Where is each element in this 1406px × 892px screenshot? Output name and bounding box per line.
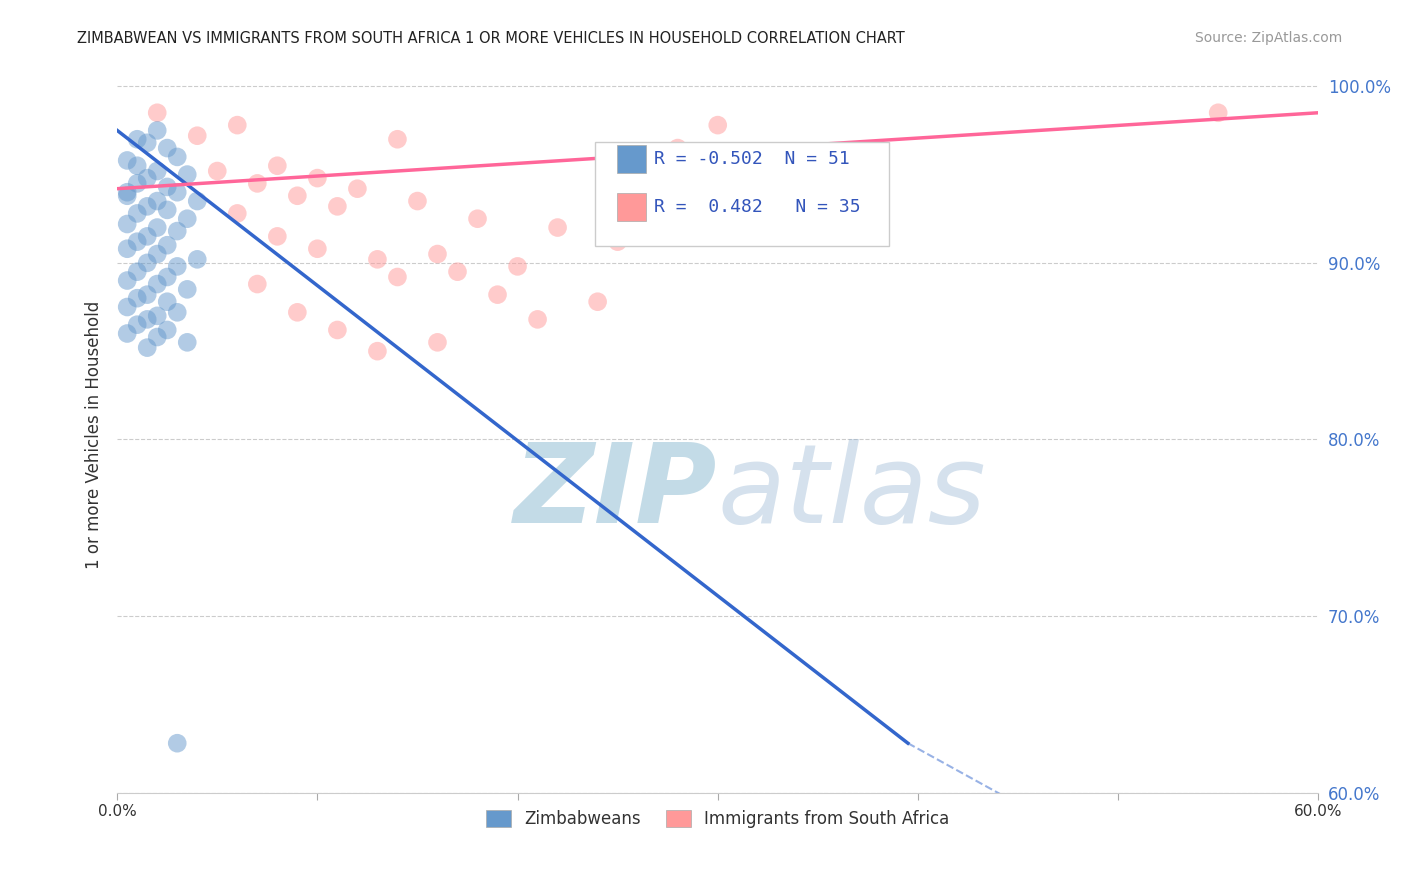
Point [176, 211, 198, 226]
Point [346, 182, 368, 196]
Point [136, 136, 159, 150]
Point [207, 164, 229, 178]
Point [115, 188, 138, 202]
Point [146, 330, 169, 344]
Text: R = -0.502  N = 51: R = -0.502 N = 51 [654, 150, 849, 168]
Point [146, 123, 169, 137]
Point [146, 220, 169, 235]
Point [387, 270, 409, 285]
Point [156, 238, 179, 252]
Point [166, 186, 188, 200]
Point [606, 235, 628, 249]
Point [136, 199, 159, 213]
Point [127, 318, 149, 332]
Point [127, 291, 149, 305]
Text: Source: ZipAtlas.com: Source: ZipAtlas.com [1195, 31, 1343, 45]
Point [136, 341, 159, 355]
Point [146, 105, 169, 120]
Point [156, 180, 179, 194]
Point [526, 312, 548, 326]
Point [226, 118, 249, 132]
Point [166, 305, 188, 319]
Text: R =  0.482   N = 35: R = 0.482 N = 35 [654, 198, 860, 216]
Point [186, 194, 208, 208]
Point [115, 300, 138, 314]
Point [266, 159, 288, 173]
Text: ZIP: ZIP [515, 439, 717, 546]
Point [506, 260, 529, 274]
Point [146, 194, 169, 208]
Point [146, 247, 169, 261]
Point [486, 287, 509, 301]
Point [387, 132, 409, 146]
Point [156, 323, 179, 337]
Point [136, 312, 159, 326]
Point [666, 141, 689, 155]
FancyBboxPatch shape [617, 193, 645, 221]
Point [706, 118, 728, 132]
Point [166, 260, 188, 274]
Point [156, 202, 179, 217]
Point [115, 242, 138, 256]
Point [285, 188, 308, 202]
Point [115, 326, 138, 341]
Point [146, 277, 169, 291]
Point [115, 273, 138, 287]
Point [127, 159, 149, 173]
Point [176, 282, 198, 296]
Point [136, 229, 159, 244]
Y-axis label: 1 or more Vehicles in Household: 1 or more Vehicles in Household [86, 301, 103, 569]
Point [307, 171, 329, 186]
Point [426, 247, 449, 261]
Point [115, 186, 138, 200]
Point [127, 206, 149, 220]
Point [156, 294, 179, 309]
Point [467, 211, 489, 226]
Point [366, 252, 388, 267]
Point [146, 164, 169, 178]
Point [326, 323, 349, 337]
Point [166, 736, 188, 750]
Point [246, 177, 269, 191]
Point [307, 242, 329, 256]
Text: atlas: atlas [717, 439, 987, 546]
Point [366, 344, 388, 359]
Point [285, 305, 308, 319]
Point [127, 235, 149, 249]
Point [226, 206, 249, 220]
Point [146, 309, 169, 323]
Point [136, 287, 159, 301]
Point [127, 132, 149, 146]
Point [156, 270, 179, 285]
Point [156, 141, 179, 155]
Point [136, 171, 159, 186]
Point [266, 229, 288, 244]
Point [166, 150, 188, 164]
Point [186, 128, 208, 143]
Text: ZIMBABWEAN VS IMMIGRANTS FROM SOUTH AFRICA 1 OR MORE VEHICLES IN HOUSEHOLD CORRE: ZIMBABWEAN VS IMMIGRANTS FROM SOUTH AFRI… [77, 31, 905, 46]
Point [127, 177, 149, 191]
Point [426, 335, 449, 350]
Point [547, 220, 569, 235]
Point [586, 294, 609, 309]
Point [115, 217, 138, 231]
Legend: Zimbabweans, Immigrants from South Africa: Zimbabweans, Immigrants from South Afric… [479, 803, 956, 834]
FancyBboxPatch shape [617, 145, 645, 173]
Point [446, 265, 468, 279]
Point [176, 168, 198, 182]
Point [186, 252, 208, 267]
FancyBboxPatch shape [595, 142, 890, 245]
Point [627, 159, 650, 173]
Point [176, 335, 198, 350]
Point [136, 256, 159, 270]
Point [115, 153, 138, 168]
Point [326, 199, 349, 213]
Point [127, 265, 149, 279]
Point [1206, 105, 1229, 120]
Point [166, 224, 188, 238]
Point [246, 277, 269, 291]
Point [406, 194, 429, 208]
